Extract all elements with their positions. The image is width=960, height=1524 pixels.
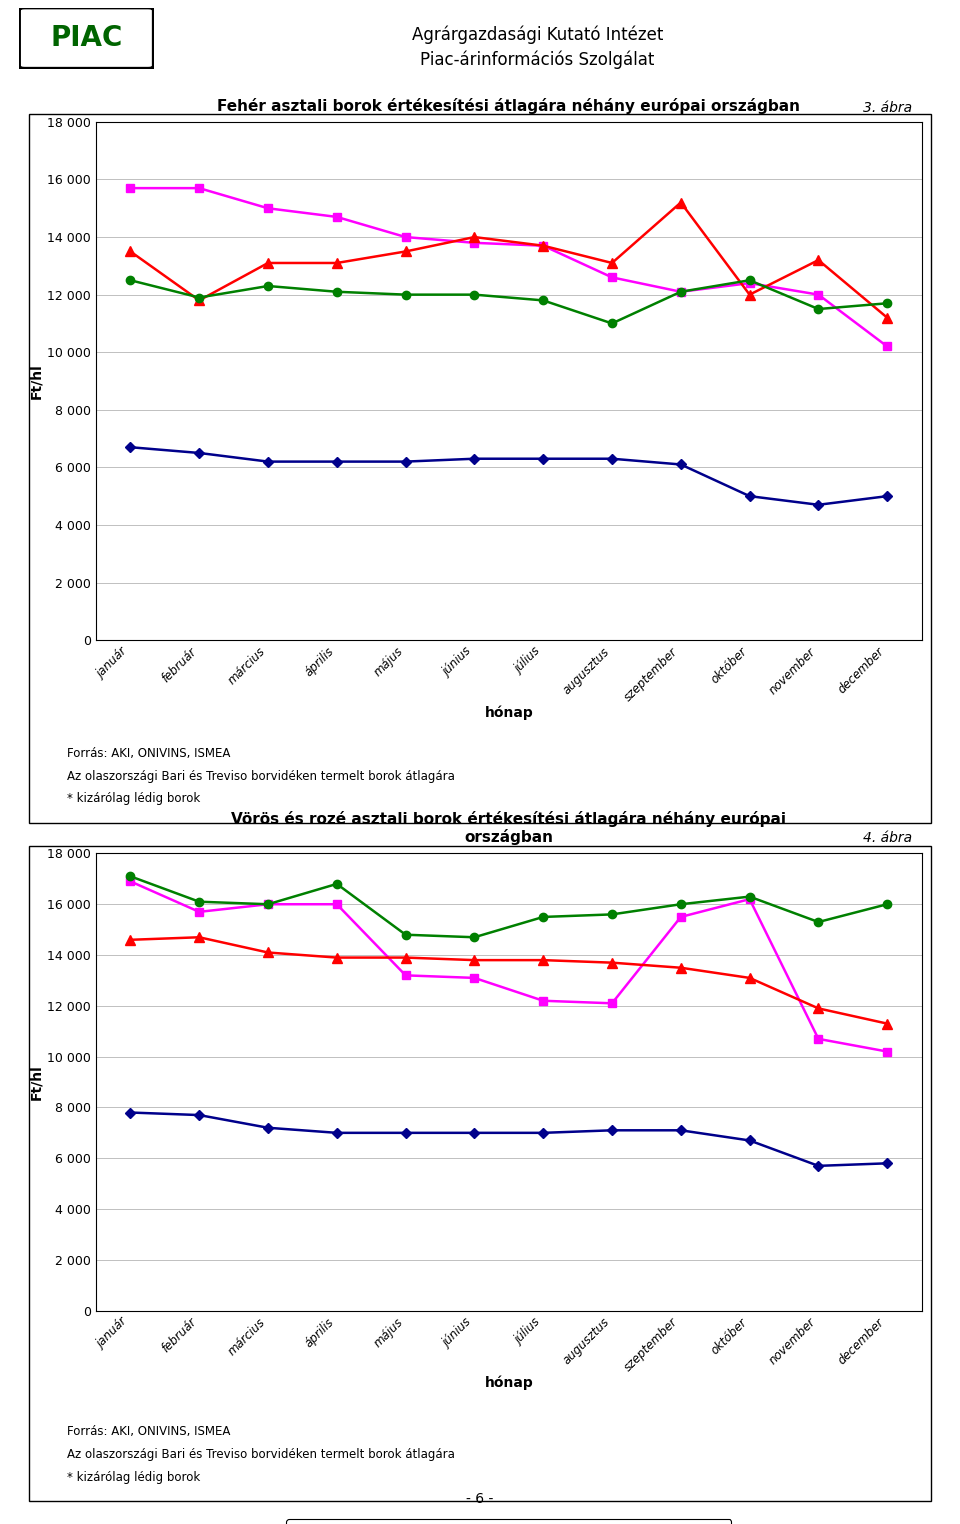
Y-axis label: Ft/hl: Ft/hl (29, 1064, 43, 1100)
Text: 4. ábra: 4. ábra (863, 831, 912, 844)
X-axis label: hónap: hónap (485, 706, 533, 719)
Y-axis label: Ft/hl: Ft/hl (29, 363, 43, 399)
Legend: olasz (Bari)*, olasz (Treviso)*, francia*, magyar: olasz (Bari)*, olasz (Treviso)*, francia… (286, 881, 732, 904)
Title: Vörös és rozé asztali borok értékesítési átlagára néhány európai
országban: Vörös és rozé asztali borok értékesítési… (231, 811, 786, 846)
Text: PIAC: PIAC (50, 24, 123, 52)
Text: * kizárólag lédig borok: * kizárólag lédig borok (67, 1471, 201, 1484)
Title: Fehér asztali borok értékesítési átlagára néhány európai országban: Fehér asztali borok értékesítési átlagár… (217, 98, 801, 114)
Text: 3. ábra: 3. ábra (863, 101, 912, 114)
Text: Agrárgazdasági Kutató Intézet: Agrárgazdasági Kutató Intézet (412, 26, 663, 44)
Text: - 6 -: - 6 - (467, 1492, 493, 1506)
Text: Az olaszországi Bari és Treviso borvidéken termelt borok átlagára: Az olaszországi Bari és Treviso borvidék… (67, 1448, 455, 1462)
FancyBboxPatch shape (19, 8, 154, 69)
Legend: olasz (Bari)*, olasz (Treviso)*, francia*, magyar: olasz (Bari)*, olasz (Treviso)*, francia… (286, 1519, 732, 1524)
X-axis label: hónap: hónap (485, 1376, 533, 1390)
Text: * kizárólag lédig borok: * kizárólag lédig borok (67, 792, 201, 806)
Text: Az olaszországi Bari és Treviso borvidéken termelt borok átlagára: Az olaszországi Bari és Treviso borvidék… (67, 770, 455, 783)
Text: Piac-árinformációs Szolgálat: Piac-árinformációs Szolgálat (420, 50, 655, 69)
Text: Forrás: AKI, ONIVINS, ISMEA: Forrás: AKI, ONIVINS, ISMEA (67, 1425, 230, 1439)
Text: Forrás: AKI, ONIVINS, ISMEA: Forrás: AKI, ONIVINS, ISMEA (67, 747, 230, 760)
